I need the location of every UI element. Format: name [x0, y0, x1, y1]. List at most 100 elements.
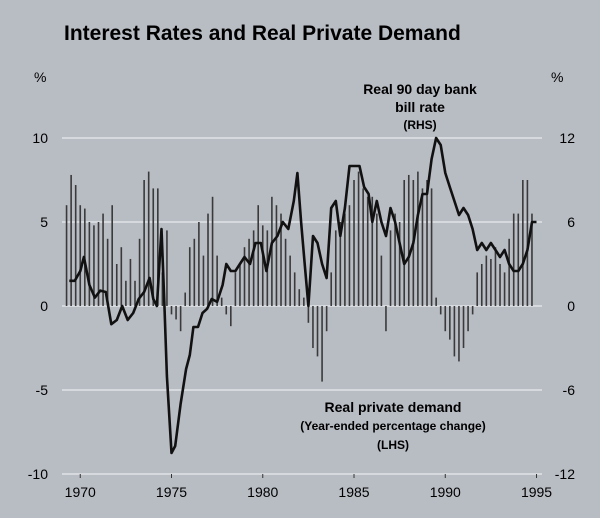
right-tick-label-4: -12	[555, 466, 575, 482]
bar-11	[115, 264, 118, 306]
bar-19	[152, 188, 155, 306]
bar-37	[234, 272, 237, 306]
bar-13	[125, 280, 127, 306]
bar-102	[531, 213, 533, 306]
bar-83	[444, 306, 447, 332]
bar-99	[517, 213, 520, 306]
bar-67	[371, 196, 374, 306]
bar-79	[426, 180, 428, 306]
bar-40	[248, 238, 250, 306]
bar-50	[293, 272, 296, 306]
bar-78	[421, 188, 424, 306]
bar-16	[138, 238, 141, 306]
bar-2	[74, 185, 77, 306]
bar-43	[261, 225, 264, 306]
bar-73	[398, 222, 401, 306]
x-tick-label-5: 1995	[521, 484, 552, 500]
right-tick-label-0: 12	[559, 130, 575, 146]
bar-32	[211, 196, 214, 306]
bar-60	[339, 222, 342, 306]
bar-6	[93, 225, 95, 306]
bar-68	[376, 213, 378, 306]
bar-54	[312, 306, 314, 348]
bar-75	[407, 174, 410, 306]
left-tick-label-0: 10	[32, 130, 48, 146]
bar-52	[303, 297, 305, 306]
bar-30	[202, 255, 205, 306]
left-tick-label-4: -10	[28, 466, 48, 482]
bar-92	[485, 255, 488, 306]
bar-56	[321, 306, 323, 382]
bank-bill-rate-line	[69, 136, 537, 455]
bar-71	[389, 230, 392, 306]
bar-72	[394, 213, 396, 306]
bar-46	[275, 205, 278, 306]
bar-28	[193, 238, 196, 306]
bar-27	[188, 247, 191, 306]
bar-51	[298, 289, 301, 306]
rhs-series-label-2: bill rate	[395, 99, 445, 115]
bar-64	[357, 171, 360, 306]
right-axis-unit: %	[551, 69, 563, 85]
bar-90	[476, 272, 479, 306]
bar-85	[453, 306, 456, 357]
bar-5	[88, 222, 91, 306]
bar-80	[430, 188, 433, 306]
bar-42	[257, 205, 259, 306]
bar-35	[225, 306, 228, 315]
bar-31	[207, 213, 209, 306]
bar-41	[252, 230, 255, 306]
bar-23	[170, 306, 173, 315]
bar-7	[97, 222, 100, 306]
bar-93	[490, 258, 492, 306]
bar-70	[385, 306, 387, 332]
left-tick-label-1: 5	[40, 214, 48, 230]
lhs-series-label: Real private demand	[325, 399, 462, 415]
lhs-series-label-2: (Year-ended percentage change)	[300, 419, 485, 433]
left-tick-label-3: -5	[36, 382, 49, 398]
bar-25	[179, 306, 182, 332]
bar-63	[353, 180, 355, 306]
rhs-series-label-3: (RHS)	[403, 118, 436, 132]
bar-29	[198, 222, 200, 306]
bar-0	[65, 205, 68, 306]
bar-88	[467, 306, 469, 332]
x-tick-label-4: 1990	[430, 484, 461, 500]
bar-39	[243, 247, 246, 306]
bar-26	[184, 292, 186, 306]
bar-53	[307, 306, 310, 323]
rhs-series-label: Real 90 day bank	[363, 81, 477, 97]
bar-65	[362, 188, 364, 306]
bar-15	[134, 280, 136, 306]
bar-59	[334, 230, 337, 306]
bar-10	[111, 205, 113, 306]
bar-77	[417, 171, 419, 306]
bar-57	[325, 306, 328, 332]
bar-95	[499, 264, 501, 306]
bar-45	[271, 196, 273, 306]
bar-38	[239, 264, 241, 306]
right-axis: 12 6 0 -6 -12	[555, 130, 575, 482]
bar-55	[316, 306, 319, 357]
bar-89	[471, 306, 474, 315]
bar-66	[366, 196, 369, 306]
right-tick-label-1: 6	[567, 214, 575, 230]
bar-81	[435, 297, 437, 306]
bar-36	[230, 306, 232, 327]
chart-title: Interest Rates and Real Private Demand	[64, 22, 461, 45]
bar-62	[348, 205, 351, 306]
bar-47	[280, 213, 282, 306]
bar-22	[166, 230, 168, 306]
bar-94	[494, 247, 497, 306]
bar-14	[129, 258, 132, 306]
x-tick-label-3: 1985	[338, 484, 369, 500]
x-tick-label-2: 1980	[247, 484, 278, 500]
bar-20	[157, 188, 159, 306]
bar-18	[147, 171, 150, 306]
bar-9	[106, 238, 109, 306]
bar-96	[503, 272, 506, 306]
bar-48	[284, 238, 287, 306]
line-series-real-bank-bill-rate	[69, 136, 537, 455]
